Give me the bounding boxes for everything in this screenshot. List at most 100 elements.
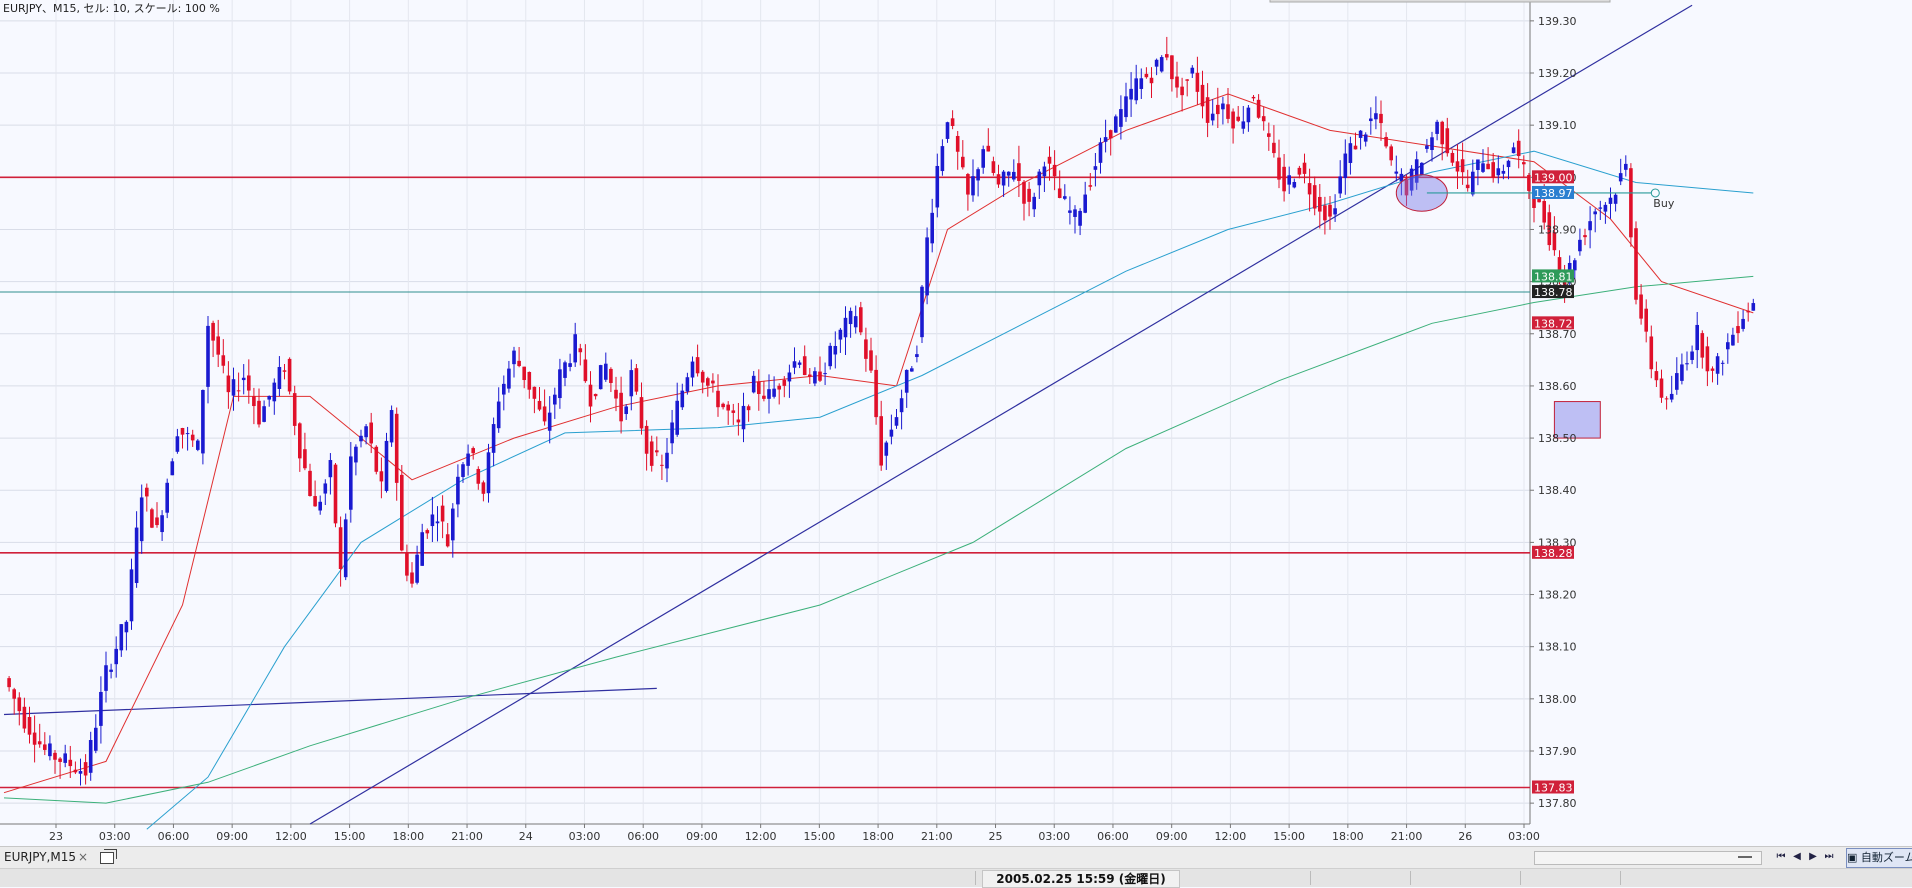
candle-body — [1246, 107, 1251, 123]
candle-body — [1414, 159, 1419, 183]
candle-body — [915, 354, 919, 358]
candle-body — [435, 521, 440, 524]
scroll-thumb[interactable] — [1738, 856, 1752, 858]
candle-body — [272, 382, 277, 402]
candle-body — [573, 334, 577, 363]
candle-body — [925, 237, 929, 296]
candle-body — [517, 360, 521, 367]
candle-body — [1210, 113, 1215, 121]
candle-body — [1399, 173, 1404, 182]
candle-body — [751, 375, 756, 393]
candle-body — [894, 417, 899, 426]
window-icon[interactable] — [100, 849, 117, 864]
candle-body — [384, 440, 389, 492]
candle-body — [313, 496, 317, 507]
price-tag-label: 138.81 — [1534, 270, 1573, 283]
time-tick-label: 09:00 — [1156, 830, 1188, 843]
candle-body — [644, 425, 649, 454]
price-tick-label: 138.10 — [1538, 641, 1577, 654]
status-datetime: 2005.02.25 15:59 (金曜日) — [982, 870, 1180, 888]
candle-body — [741, 405, 746, 430]
price-tag — [1532, 780, 1574, 794]
scroll-right-icon[interactable]: ▶ — [1809, 851, 1817, 862]
status-separator — [975, 871, 976, 885]
candle-body — [1124, 96, 1128, 118]
candle-body — [231, 379, 236, 396]
candle-body — [762, 395, 766, 399]
candle-body — [1731, 334, 1735, 346]
candle-body — [1394, 171, 1399, 174]
candle-body — [262, 406, 266, 422]
trendline — [309, 4, 1693, 825]
candle-body — [1379, 113, 1383, 124]
candle-body — [17, 697, 22, 712]
chart-scrollbar[interactable] — [1534, 851, 1762, 865]
candle-body — [1491, 162, 1495, 178]
candle-body — [389, 410, 394, 443]
candle-body — [879, 416, 883, 466]
candle-body — [649, 441, 654, 466]
time-tick-label: 21:00 — [921, 830, 953, 843]
candle-body — [1226, 104, 1230, 119]
candle-body — [1695, 324, 1699, 351]
scroll-start-icon[interactable]: ⏮ — [1776, 851, 1786, 862]
candle-body — [308, 470, 312, 497]
candle-body — [1618, 173, 1623, 182]
candle-body — [1083, 194, 1087, 213]
candle-body — [639, 397, 644, 429]
candle-body — [491, 424, 496, 453]
candle-body — [359, 435, 363, 442]
candle-body — [1119, 109, 1123, 127]
candle-body — [598, 365, 603, 390]
chart-tab-label[interactable]: EURJPY,M15 — [4, 850, 76, 864]
time-tick-label: 18:00 — [862, 830, 894, 843]
candle-body — [1149, 77, 1154, 84]
candle-body — [680, 390, 685, 408]
candle-body — [1420, 162, 1424, 175]
candle-body — [843, 317, 848, 338]
time-tick-label: 09:00 — [216, 830, 248, 843]
candle-body — [1057, 188, 1062, 198]
candle-body — [986, 145, 991, 152]
candle-body — [1578, 239, 1582, 252]
chart-tab-bar: EURJPY,M15 × ⏮ ◀ ▶ ⏭ ▣ 自動ズーム — [0, 846, 1912, 869]
candle-body — [772, 388, 776, 397]
candle-body — [1598, 207, 1603, 209]
candle-body — [1333, 208, 1337, 215]
candle-body — [318, 501, 322, 511]
candle-body — [119, 624, 124, 651]
candle-body — [190, 434, 195, 441]
candle-body — [466, 453, 470, 466]
chart-area[interactable]: Buy 137.80 137.90 138.00 138.10 138.20 138.30 1… — [0, 0, 1912, 846]
candle-body — [196, 440, 200, 450]
candle-body — [1292, 181, 1297, 188]
time-tick-label: 03:00 — [1508, 830, 1540, 843]
candle-body — [170, 461, 175, 476]
candle-body — [920, 286, 924, 338]
candle-body — [1108, 130, 1113, 139]
auto-zoom-button[interactable]: ▣ 自動ズーム — [1846, 848, 1912, 868]
candle-body — [782, 379, 787, 386]
scroll-left-icon[interactable]: ◀ — [1793, 851, 1801, 862]
candle-body — [1144, 73, 1149, 78]
chart-background — [0, 0, 1912, 846]
candle-body — [1532, 195, 1536, 208]
chart-svg[interactable]: Buy137.80137.90138.00138.10138.20138.301… — [0, 0, 1912, 846]
price-tick-label: 138.70 — [1538, 328, 1577, 341]
candle-body — [1374, 113, 1378, 120]
status-separator — [1620, 871, 1621, 885]
candle-body — [1272, 142, 1276, 154]
candle-body — [1588, 221, 1592, 231]
candle-body — [1022, 181, 1026, 204]
scroll-end-icon[interactable]: ⏭ — [1824, 851, 1834, 862]
close-tab-icon[interactable]: × — [78, 850, 89, 864]
candle-body — [1093, 166, 1098, 170]
candle-body — [323, 483, 328, 494]
candle-body — [502, 383, 506, 395]
candle-body — [129, 569, 134, 622]
candle-body — [1154, 59, 1159, 67]
candle-body — [527, 371, 532, 390]
candle-body — [1726, 342, 1730, 350]
candle-body — [950, 118, 955, 126]
candle-body — [1047, 156, 1052, 164]
